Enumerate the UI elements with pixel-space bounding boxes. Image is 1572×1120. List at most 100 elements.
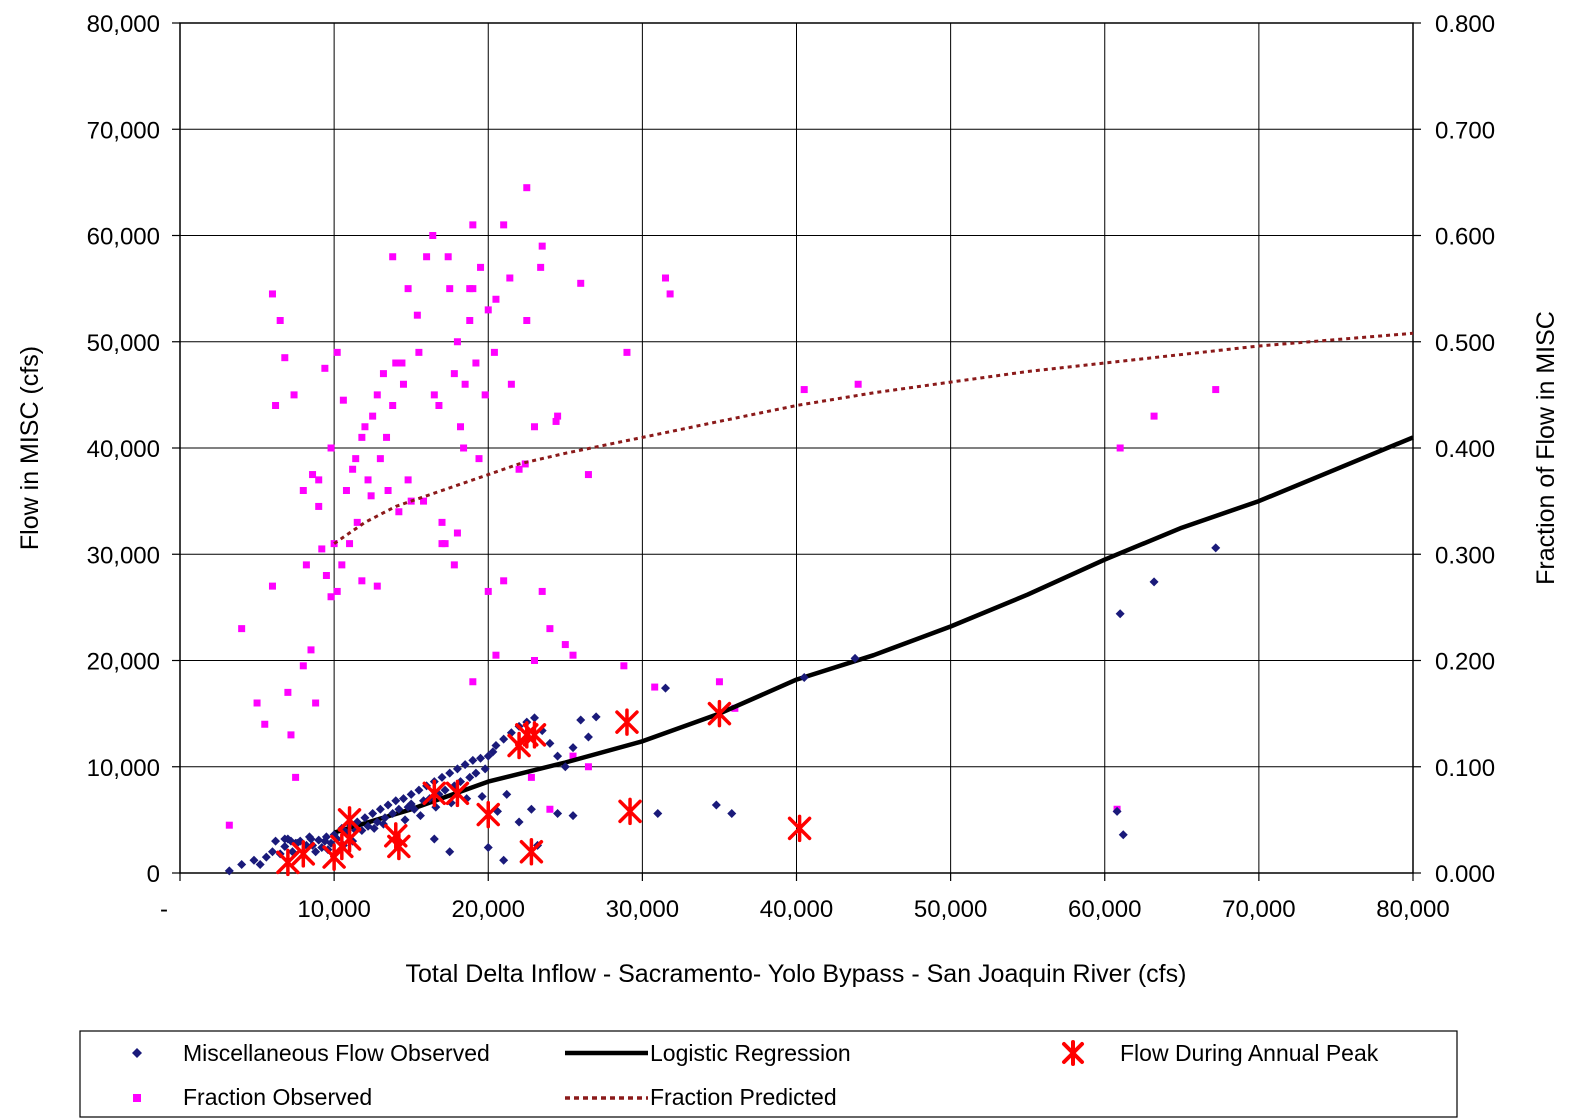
x-tick-label: 80,000 — [1376, 896, 1449, 923]
x-tick-label: 50,000 — [914, 896, 987, 923]
fraction-observed-point — [369, 412, 377, 420]
fraction-observed-point — [315, 476, 323, 484]
series-flow-during-annual-peak — [276, 699, 812, 877]
y-tick-labels: 0 10,000 20,000 30,000 40,000 50,000 60,000 70,… — [87, 11, 160, 888]
fraction-observed-point — [404, 285, 412, 293]
y2-tick-label: 0.400 — [1435, 436, 1495, 463]
y-tick-label: 60,000 — [87, 224, 160, 251]
fraction-observed-point — [623, 348, 631, 356]
misc-flow-point — [391, 796, 401, 806]
misc-flow-point — [271, 836, 281, 846]
fraction-observed-point — [466, 285, 474, 293]
fraction-observed-point — [404, 476, 412, 484]
fraction-observed-point — [309, 471, 317, 479]
fraction-observed-point — [395, 508, 403, 516]
legend-label-fraction-observed: Fraction Observed — [183, 1084, 372, 1110]
fraction-observed-point — [460, 444, 468, 452]
annual-peak-point — [445, 779, 470, 808]
fraction-observed-point — [446, 285, 454, 293]
legend-box — [79, 1030, 1458, 1118]
fraction-observed-point — [430, 391, 438, 399]
y-tick-label: 30,000 — [87, 542, 160, 569]
misc-flow-point — [237, 860, 247, 869]
fraction-observed-point — [530, 657, 538, 664]
fraction-observed-point — [492, 295, 500, 303]
fraction-observed-point — [268, 290, 276, 298]
fraction-observed-point — [327, 593, 335, 601]
fraction-observed-point — [450, 561, 458, 569]
fraction-observed-point — [552, 417, 560, 425]
fraction-observed-point — [420, 497, 428, 505]
fraction-observed-point — [651, 683, 659, 691]
fraction-predicted-line — [333, 331, 1414, 545]
y2-tick-labels: 0.000 0.100 0.200 0.300 0.400 0.500 0.600 0.700… — [1435, 11, 1495, 888]
misc-flow-point — [502, 789, 512, 799]
fraction-observed-point — [481, 391, 489, 399]
misc-flow-point — [477, 792, 487, 801]
misc-flow-point — [660, 683, 670, 693]
series-fraction-predicted — [333, 331, 1414, 545]
fraction-observed-point — [466, 317, 474, 324]
fraction-observed-point — [530, 423, 538, 431]
fraction-observed-point — [584, 763, 592, 771]
fraction-observed-point — [302, 561, 310, 569]
misc-flow-point — [568, 743, 578, 753]
misc-flow-point — [375, 804, 385, 814]
misc-flow-point — [437, 772, 447, 782]
y2-tick-label: 0.300 — [1435, 542, 1495, 569]
fraction-observed-point — [577, 279, 585, 287]
fraction-observed-point — [373, 391, 381, 399]
fraction-observed-point — [469, 678, 477, 686]
misc-flow-point — [267, 847, 277, 857]
fraction-observed-point — [435, 402, 443, 409]
x-tick-label: 20,000 — [452, 896, 525, 923]
fraction-observed-point — [546, 625, 554, 633]
misc-flow-point — [304, 832, 314, 842]
fraction-observed-point — [484, 587, 492, 595]
x-tick-label: - — [160, 896, 168, 923]
fraction-observed-point — [290, 391, 298, 399]
misc-flow-point — [488, 747, 498, 757]
fraction-observed-point — [800, 386, 808, 394]
misc-flow-point — [249, 855, 259, 865]
fraction-observed-point — [346, 540, 354, 548]
misc-flow-point — [576, 715, 586, 725]
legend-marker-misc-flow — [132, 1048, 142, 1058]
fraction-observed-point — [450, 370, 458, 378]
misc-flow-point — [499, 855, 509, 865]
fraction-observed-point — [333, 348, 341, 356]
fraction-observed-point — [538, 587, 546, 595]
misc-flow-point — [1211, 543, 1221, 553]
fraction-observed-point — [367, 492, 375, 500]
fraction-observed-point — [484, 306, 492, 314]
misc-flow-point — [406, 789, 416, 799]
fraction-observed-point — [339, 396, 347, 404]
misc-flow-point — [445, 768, 455, 778]
fraction-observed-point — [490, 348, 498, 356]
fraction-observed-point — [358, 433, 366, 441]
annual-peak-point — [522, 721, 547, 749]
fraction-observed-point — [538, 242, 546, 250]
annual-peak-point — [615, 708, 639, 736]
fraction-observed-point — [338, 561, 346, 569]
misc-flow-point — [1115, 609, 1125, 619]
fraction-observed-point — [666, 290, 674, 298]
fraction-observed-point — [620, 662, 628, 670]
annual-peak-point — [476, 800, 500, 829]
y-tick-label: 40,000 — [87, 436, 160, 463]
x-axis-title: Total Delta Inflow - Sacramento- Yolo By… — [406, 960, 1187, 988]
fraction-observed-point — [379, 370, 387, 378]
series-fraction-observed — [225, 184, 1220, 829]
fraction-observed-point — [472, 359, 480, 367]
fraction-observed-point — [299, 662, 307, 670]
misc-flow-point — [415, 811, 425, 821]
misc-flow-point — [711, 800, 721, 810]
axis-ticks — [172, 22, 1421, 881]
fraction-observed-point — [500, 221, 508, 229]
misc-flow-point — [452, 764, 462, 774]
fraction-observed-point — [569, 651, 577, 659]
legend-marker-annual-peak — [1062, 1040, 1084, 1066]
misc-flow-point — [368, 809, 378, 818]
